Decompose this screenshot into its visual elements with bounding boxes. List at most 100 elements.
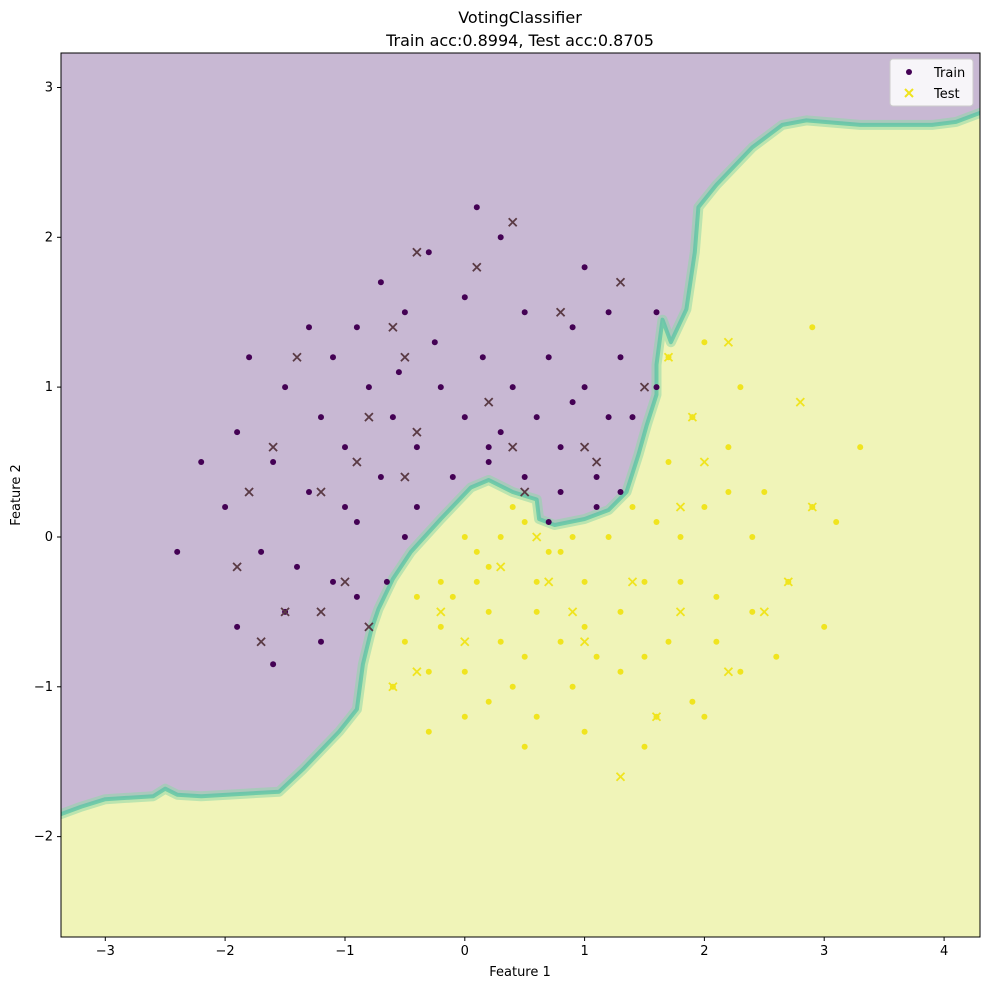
train-point (569, 324, 576, 331)
train-point (413, 444, 420, 451)
train-point (294, 563, 300, 570)
train-point (509, 504, 516, 510)
train-point (395, 369, 402, 376)
train-point (461, 534, 468, 540)
train-point (461, 713, 468, 720)
train-point (533, 608, 540, 615)
train-point (509, 384, 516, 391)
train-point (473, 204, 480, 211)
chart-title: VotingClassifier (458, 8, 582, 27)
test-point (723, 667, 734, 677)
test-point (484, 397, 494, 407)
train-point (425, 728, 432, 735)
test-point (508, 442, 518, 452)
x-tick-label: 4 (940, 944, 948, 959)
train-point (282, 384, 289, 391)
x-tick-label: 0 (461, 944, 469, 959)
train-point (581, 728, 588, 735)
train-point (246, 354, 253, 361)
test-point (232, 562, 242, 572)
train-point (330, 578, 336, 585)
test-point (352, 457, 362, 467)
train-point (521, 743, 528, 750)
train-point (234, 429, 241, 436)
y-tick-label: 3 (45, 81, 53, 96)
train-point (665, 459, 672, 465)
train-points (174, 204, 864, 750)
train-point (174, 548, 181, 555)
train-point (521, 474, 528, 480)
test-point (292, 352, 302, 362)
test-point (388, 322, 398, 332)
test-point (472, 262, 482, 272)
train-point (653, 519, 660, 525)
train-point (713, 638, 720, 645)
train-point (701, 504, 708, 510)
test-point (615, 772, 626, 782)
y-tick-label: 0 (45, 530, 53, 545)
test-point (807, 502, 817, 512)
decision-boundary-line (61, 110, 980, 817)
train-point (653, 384, 660, 391)
test-point (280, 607, 290, 617)
test-point (579, 637, 590, 647)
train-point (401, 309, 408, 316)
test-point (316, 487, 326, 497)
train-point (521, 519, 528, 525)
y-tick-label: 2 (45, 230, 53, 245)
train-point (545, 519, 552, 525)
x-tick-label: −3 (96, 944, 115, 959)
train-point (413, 504, 420, 510)
train-point (431, 339, 438, 346)
y-tick-label: −2 (34, 830, 53, 845)
train-point (437, 578, 444, 585)
test-point (364, 622, 374, 632)
train-point (701, 339, 708, 346)
test-point (268, 442, 278, 452)
test-point (388, 682, 398, 692)
train-point (497, 638, 504, 645)
train-point (557, 548, 564, 555)
train-point (318, 638, 324, 645)
train-point (857, 444, 864, 451)
test-point (496, 562, 506, 572)
train-point (557, 444, 564, 451)
train-point (701, 713, 708, 720)
train-point (342, 504, 348, 510)
test-point (579, 442, 590, 452)
test-point (436, 607, 446, 617)
y-tick-label: −1 (34, 680, 53, 695)
train-point (605, 414, 612, 421)
train-point (270, 459, 277, 465)
train-point (653, 309, 660, 316)
train-point (306, 489, 312, 495)
train-point (749, 608, 756, 615)
train-point (749, 534, 756, 540)
train-point (425, 668, 432, 675)
chart-subtitle: Train acc:0.8994, Test acc:0.8705 (385, 31, 654, 50)
test-point (591, 457, 602, 467)
y-tick-label: 1 (45, 380, 53, 395)
test-point (627, 577, 638, 587)
train-point (473, 548, 480, 555)
x-axis-ticks: −3 −2 −1 0 1 2 3 4 (96, 937, 948, 959)
train-point (737, 384, 744, 391)
train-point (533, 578, 540, 585)
train-point (521, 653, 528, 660)
test-point (412, 667, 422, 677)
train-point (725, 489, 732, 495)
test-point (567, 607, 578, 617)
train-point (581, 578, 588, 585)
train-point (569, 534, 576, 540)
train-point (353, 324, 360, 331)
train-point (461, 414, 468, 421)
train-point (258, 548, 265, 555)
train-point (509, 683, 516, 690)
train-point (533, 713, 540, 720)
train-point (234, 623, 241, 630)
train-point (377, 279, 384, 286)
test-point (340, 577, 350, 587)
train-point (569, 683, 576, 690)
train-point (593, 653, 600, 660)
